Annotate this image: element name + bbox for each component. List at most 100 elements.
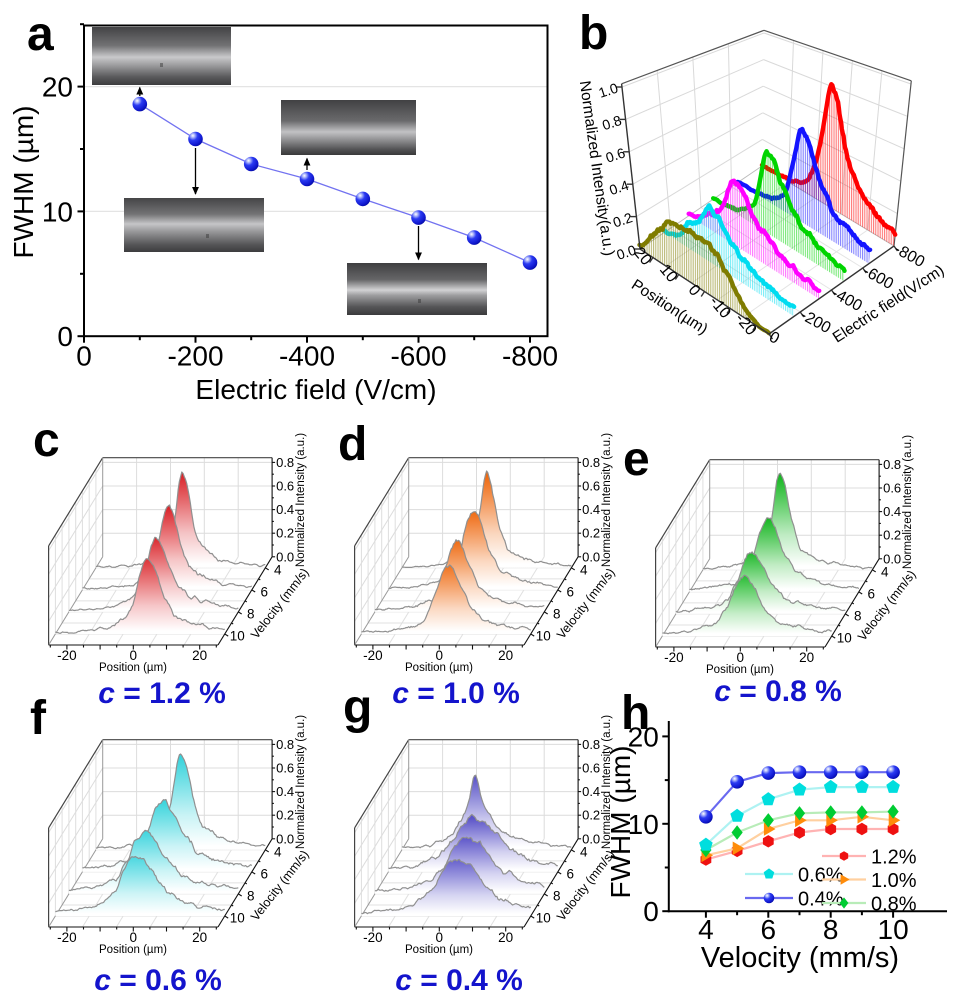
svg-text:6: 6 bbox=[868, 586, 876, 601]
svg-text:-800: -800 bbox=[502, 341, 558, 372]
svg-text:0.8: 0.8 bbox=[582, 455, 600, 470]
svg-text:20: 20 bbox=[498, 648, 513, 663]
svg-text:1.0: 1.0 bbox=[596, 80, 620, 101]
svg-text:1.0%: 1.0% bbox=[871, 870, 917, 892]
svg-text:6: 6 bbox=[261, 584, 269, 599]
svg-text:Position (µm): Position (µm) bbox=[405, 944, 473, 956]
svg-text:0.2: 0.2 bbox=[611, 209, 635, 230]
svg-text:0.0: 0.0 bbox=[582, 549, 600, 564]
svg-text:0.6: 0.6 bbox=[604, 144, 628, 165]
svg-text:0: 0 bbox=[130, 930, 138, 945]
svg-text:0.6: 0.6 bbox=[883, 481, 901, 496]
svg-text:8: 8 bbox=[247, 888, 255, 903]
svg-text:4: 4 bbox=[881, 564, 889, 579]
svg-text:Normalized Intensity (a.u.): Normalized Intensity (a.u.) bbox=[902, 435, 914, 569]
svg-text:Normalized Intensity(a.u.): Normalized Intensity(a.u.) bbox=[580, 80, 617, 257]
svg-text:0: 0 bbox=[685, 282, 704, 300]
svg-text:0.2: 0.2 bbox=[276, 807, 294, 822]
svg-text:0.4: 0.4 bbox=[883, 504, 901, 519]
svg-text:20: 20 bbox=[628, 721, 659, 752]
svg-text:10: 10 bbox=[42, 196, 73, 227]
svg-text:0: 0 bbox=[435, 648, 443, 663]
svg-text:0.6: 0.6 bbox=[582, 760, 600, 775]
svg-text:Normalized Intensity (a.u.): Normalized Intensity (a.u.) bbox=[295, 433, 307, 567]
svg-text:4: 4 bbox=[580, 844, 588, 859]
svg-text:Position (µm): Position (µm) bbox=[99, 944, 167, 956]
svg-text:0.4: 0.4 bbox=[582, 502, 600, 517]
svg-text:0.8: 0.8 bbox=[600, 112, 624, 133]
svg-text:10: 10 bbox=[878, 914, 909, 945]
svg-text:0.2: 0.2 bbox=[582, 526, 600, 541]
svg-text:0.8: 0.8 bbox=[883, 457, 901, 472]
svg-text:0: 0 bbox=[643, 896, 659, 927]
svg-text:Normalized Intensity (a.u.): Normalized Intensity (a.u.) bbox=[601, 433, 613, 567]
svg-text:0.2: 0.2 bbox=[582, 807, 600, 822]
svg-text:0.6: 0.6 bbox=[276, 479, 294, 494]
svg-text:4: 4 bbox=[274, 844, 282, 859]
svg-text:0.6: 0.6 bbox=[582, 479, 600, 494]
svg-text:4: 4 bbox=[274, 562, 282, 577]
svg-text:0.4: 0.4 bbox=[276, 502, 294, 517]
svg-text:10: 10 bbox=[535, 629, 550, 644]
svg-text:Position (µm): Position (µm) bbox=[405, 662, 473, 674]
svg-text:-20: -20 bbox=[732, 310, 760, 339]
svg-text:0.0: 0.0 bbox=[582, 831, 600, 846]
svg-text:-800: -800 bbox=[891, 241, 927, 271]
svg-text:Velocity (mm/s): Velocity (mm/s) bbox=[701, 942, 899, 974]
svg-text:0.6: 0.6 bbox=[276, 760, 294, 775]
svg-text:20: 20 bbox=[192, 648, 207, 663]
svg-text:6: 6 bbox=[261, 866, 269, 881]
svg-text:-600: -600 bbox=[860, 263, 896, 293]
svg-text:-20: -20 bbox=[363, 930, 383, 945]
svg-text:8: 8 bbox=[247, 606, 255, 621]
svg-text:0.4: 0.4 bbox=[276, 784, 294, 799]
svg-text:0.0: 0.0 bbox=[883, 551, 901, 566]
svg-text:1.2%: 1.2% bbox=[871, 847, 917, 869]
svg-text:FWHM (µm): FWHM (µm) bbox=[605, 746, 636, 899]
svg-text:0.8: 0.8 bbox=[276, 455, 294, 470]
svg-text:Position (µm): Position (µm) bbox=[99, 662, 167, 674]
svg-text:20: 20 bbox=[498, 930, 513, 945]
svg-text:0.4: 0.4 bbox=[582, 784, 600, 799]
svg-text:0: 0 bbox=[737, 650, 745, 665]
svg-text:8: 8 bbox=[823, 914, 839, 945]
svg-text:-400: -400 bbox=[829, 285, 865, 315]
svg-text:0.2: 0.2 bbox=[883, 528, 901, 543]
svg-text:0.8: 0.8 bbox=[276, 736, 294, 751]
svg-text:-20: -20 bbox=[664, 650, 684, 665]
svg-text:Position (µm): Position (µm) bbox=[706, 664, 774, 676]
svg-text:0.8%: 0.8% bbox=[871, 894, 917, 916]
svg-text:10: 10 bbox=[837, 631, 852, 646]
svg-text:0.6%: 0.6% bbox=[798, 865, 844, 887]
svg-text:10: 10 bbox=[230, 629, 245, 644]
svg-text:6: 6 bbox=[566, 584, 574, 599]
svg-text:8: 8 bbox=[553, 888, 561, 903]
svg-text:-20: -20 bbox=[57, 930, 77, 945]
svg-text:Electric field (V/cm): Electric field (V/cm) bbox=[195, 374, 436, 405]
svg-text:0.4: 0.4 bbox=[607, 177, 631, 198]
svg-text:6: 6 bbox=[761, 914, 777, 945]
svg-text:0.8: 0.8 bbox=[582, 736, 600, 751]
svg-text:0.0: 0.0 bbox=[276, 831, 294, 846]
svg-text:0.0: 0.0 bbox=[614, 242, 638, 263]
svg-text:0: 0 bbox=[435, 930, 443, 945]
svg-text:-600: -600 bbox=[390, 341, 446, 372]
svg-text:20: 20 bbox=[192, 930, 207, 945]
svg-text:4: 4 bbox=[580, 562, 588, 577]
svg-text:-200: -200 bbox=[167, 341, 223, 372]
svg-text:20: 20 bbox=[799, 650, 814, 665]
svg-text:10: 10 bbox=[535, 910, 550, 925]
svg-text:0.4%: 0.4% bbox=[798, 889, 844, 911]
svg-text:0: 0 bbox=[57, 321, 73, 352]
svg-text:FWHM (µm): FWHM (µm) bbox=[8, 106, 39, 259]
svg-text:0: 0 bbox=[76, 341, 92, 372]
svg-text:20: 20 bbox=[42, 72, 73, 103]
svg-text:-20: -20 bbox=[57, 648, 77, 663]
svg-text:8: 8 bbox=[854, 608, 862, 623]
svg-text:6: 6 bbox=[566, 866, 574, 881]
svg-text:-20: -20 bbox=[363, 648, 383, 663]
svg-text:8: 8 bbox=[553, 606, 561, 621]
svg-text:0.2: 0.2 bbox=[276, 526, 294, 541]
svg-text:Normalized Intensity (a.u.): Normalized Intensity (a.u.) bbox=[601, 714, 613, 848]
svg-text:Normalized Intensity (a.u.): Normalized Intensity (a.u.) bbox=[295, 714, 307, 848]
